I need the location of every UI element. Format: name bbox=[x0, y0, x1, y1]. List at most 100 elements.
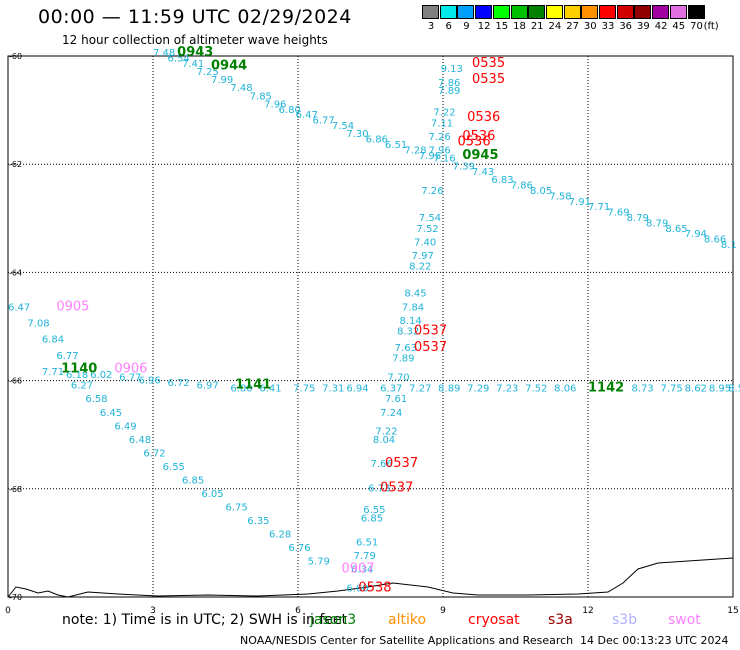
wave-height-value: 6.02 bbox=[90, 370, 112, 381]
legend-label: 30 bbox=[583, 21, 597, 32]
y-tick-label: -68 bbox=[9, 485, 22, 494]
wave-height-value: 7.39 bbox=[453, 162, 475, 173]
wave-height-value: 6.72 bbox=[168, 378, 190, 389]
pass-time-label: 1142 bbox=[588, 380, 624, 395]
wave-height-value: 6.49 bbox=[114, 421, 136, 432]
legend-swatch bbox=[510, 5, 528, 19]
legend-swatch bbox=[669, 5, 687, 19]
wave-height-value: 6.86 bbox=[366, 135, 388, 146]
wave-height-value: 6.35 bbox=[247, 516, 269, 527]
legend-label: 70 bbox=[690, 21, 703, 32]
wave-height-value: 7.30 bbox=[346, 129, 368, 140]
wave-height-value: 6.45 bbox=[100, 408, 122, 419]
wave-height-value: 7.96 bbox=[429, 145, 451, 156]
wave-height-value: 7.54 bbox=[419, 213, 441, 224]
legend-swatch bbox=[581, 5, 599, 19]
wave-height-value: 7.52 bbox=[416, 224, 438, 235]
y-tick-label: -64 bbox=[9, 268, 22, 277]
pass-time-label: 1141 bbox=[235, 378, 271, 393]
wave-height-value: 7.58 bbox=[549, 191, 571, 202]
x-tick-label: 15 bbox=[727, 606, 738, 616]
wave-height-value: 6.37 bbox=[380, 383, 402, 394]
legend-unit: (ft) bbox=[703, 21, 719, 32]
legend-swatch bbox=[599, 5, 616, 19]
wave-height-value: 7.97 bbox=[412, 251, 434, 262]
wave-height-value: 6.34 bbox=[351, 565, 373, 576]
wave-height-value: 7.23 bbox=[496, 383, 518, 394]
pass-time-label: 0944 bbox=[211, 59, 247, 74]
wave-height-value: 7.25 bbox=[197, 67, 219, 78]
wave-height-value: 8.66 bbox=[704, 235, 726, 246]
wave-height-value: 8.53 bbox=[728, 383, 740, 394]
wave-height-value: 6.51 bbox=[356, 538, 378, 549]
x-tick-label: 6 bbox=[295, 606, 301, 616]
wave-height-value: 6.85 bbox=[182, 475, 204, 486]
wave-height-value: 7.86 bbox=[511, 181, 533, 192]
wave-height-value: 7.61 bbox=[385, 394, 407, 405]
wave-height-value: 9.13 bbox=[441, 64, 463, 75]
wave-height-value: 7.84 bbox=[402, 302, 424, 313]
wave-height-value: 7.16 bbox=[433, 153, 455, 164]
wave-height-value: 6.97 bbox=[197, 381, 219, 392]
wave-height-value: 8.65 bbox=[665, 224, 687, 235]
coastline bbox=[7, 557, 734, 598]
credit-text: NOAA/NESDIS Center for Satellite Applica… bbox=[240, 634, 574, 647]
legend-label: 39 bbox=[637, 21, 650, 32]
x-tick-label: 9 bbox=[440, 606, 446, 616]
wave-height-value: 6.18 bbox=[66, 370, 88, 381]
legend-label: 42 bbox=[654, 21, 668, 32]
wave-height-value: 6.96 bbox=[139, 375, 161, 386]
pass-time-label: 0538 bbox=[358, 581, 391, 596]
wave-height-value: 7.26 bbox=[429, 132, 451, 143]
legend-label: 3 bbox=[427, 21, 435, 32]
pass-time-label: 0537 bbox=[414, 324, 447, 339]
wave-height-value: 8.95 bbox=[709, 383, 731, 394]
wave-height-value: 8.79 bbox=[646, 218, 668, 229]
wave-height-value: 6.84 bbox=[42, 335, 64, 346]
legend-swatch bbox=[545, 5, 563, 19]
legend-swatch bbox=[616, 5, 634, 19]
wave-height-value: 8.79 bbox=[627, 213, 649, 224]
wave-height-value: 8.1 bbox=[721, 240, 737, 251]
timestamp-text: 14 Dec 00:13:23 UTC 2024 bbox=[580, 634, 729, 647]
legend-label: 6 bbox=[445, 21, 452, 32]
wave-height-value: 7.79 bbox=[354, 551, 376, 562]
wave-height-value: 6.58 bbox=[85, 394, 107, 405]
x-tick-label: 0 bbox=[5, 606, 11, 616]
x-tick-label: 12 bbox=[582, 606, 593, 616]
wave-height-value: 7.91 bbox=[569, 197, 591, 208]
wave-height-value: 8.45 bbox=[404, 289, 426, 300]
legend-label: 15 bbox=[495, 21, 509, 32]
y-tick-label: -62 bbox=[9, 160, 22, 169]
pass-time-label: 0536 bbox=[467, 110, 500, 125]
pass-time-label: 0535 bbox=[472, 72, 505, 87]
wave-height-value: 6.27 bbox=[71, 381, 93, 392]
wave-height-value: 7.66 bbox=[371, 459, 393, 470]
wave-height-value: 8.22 bbox=[409, 262, 431, 273]
legend-swatch bbox=[439, 5, 457, 19]
wave-height-value: 7.99 bbox=[211, 75, 233, 86]
wave-height-value: 7.71 bbox=[588, 202, 610, 213]
wave-height-value: 7.11 bbox=[431, 118, 453, 129]
wave-height-value: 8.62 bbox=[685, 383, 707, 394]
satellite-name: altiko bbox=[388, 612, 427, 628]
satellite-name: cryosat bbox=[468, 612, 520, 628]
wave-height-value: 7.89 bbox=[438, 86, 460, 97]
wave-height-value: 7.48 bbox=[153, 48, 175, 59]
wave-height-value: 7.40 bbox=[414, 237, 436, 248]
wave-height-value: 7.27 bbox=[409, 383, 431, 394]
pass-time-label: 0537 bbox=[380, 481, 413, 496]
legend-label: 27 bbox=[566, 21, 579, 32]
satellite-name: s3a bbox=[548, 612, 573, 628]
legend-label: 33 bbox=[601, 21, 615, 32]
wave-height-value: 8.14 bbox=[400, 316, 422, 327]
wave-height-value: 6.55 bbox=[163, 462, 185, 473]
wave-height-value: 5.79 bbox=[308, 557, 330, 568]
wave-height-value: 7.52 bbox=[525, 383, 547, 394]
wave-height-value: 6.41 bbox=[259, 383, 281, 394]
wave-height-value: 7.24 bbox=[380, 408, 402, 419]
wave-height-value: 6.76 bbox=[288, 543, 310, 554]
pass-time-label: 0907 bbox=[342, 562, 375, 577]
pass-time-label: 0535 bbox=[472, 56, 505, 71]
wave-height-value: 7.63 bbox=[395, 343, 417, 354]
